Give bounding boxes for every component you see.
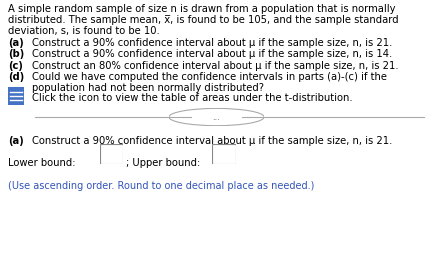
Text: deviation, s, is found to be 10.: deviation, s, is found to be 10.: [8, 26, 159, 36]
Text: (c): (c): [8, 61, 23, 71]
Text: Could we have computed the confidence intervals in parts (a)-(c) if the: Could we have computed the confidence in…: [32, 72, 388, 82]
Text: ; Upper bound:: ; Upper bound:: [126, 158, 204, 168]
Text: (d): (d): [8, 72, 24, 82]
Text: Construct an 80% confidence interval about μ if the sample size, n, is 21.: Construct an 80% confidence interval abo…: [32, 61, 399, 71]
Text: (Use ascending order. Round to one decimal place as needed.): (Use ascending order. Round to one decim…: [8, 181, 314, 191]
Text: Construct a 90% confidence interval about μ if the sample size, n, is 14.: Construct a 90% confidence interval abou…: [32, 49, 393, 59]
Text: (b): (b): [8, 49, 24, 59]
Text: (a): (a): [8, 38, 23, 48]
Text: Construct a 90% confidence interval about μ if the sample size, n, is 21.: Construct a 90% confidence interval abou…: [32, 38, 393, 48]
Text: (a): (a): [8, 136, 23, 146]
Text: Lower bound:: Lower bound:: [8, 158, 78, 168]
Text: Construct a 90% confidence interval about μ if the sample size, n, is 21.: Construct a 90% confidence interval abou…: [32, 136, 393, 146]
Text: distributed. The sample mean, x̅, is found to be 105, and the sample standard: distributed. The sample mean, x̅, is fou…: [8, 15, 398, 25]
Text: ...: ...: [213, 113, 220, 121]
Text: A simple random sample of size n is drawn from a population that is normally: A simple random sample of size n is draw…: [8, 4, 395, 14]
Text: population had not been normally distributed?: population had not been normally distrib…: [32, 83, 265, 93]
Text: Click the icon to view the table of areas under the t-distribution.: Click the icon to view the table of area…: [32, 93, 353, 103]
Ellipse shape: [169, 108, 264, 126]
FancyBboxPatch shape: [8, 87, 24, 105]
